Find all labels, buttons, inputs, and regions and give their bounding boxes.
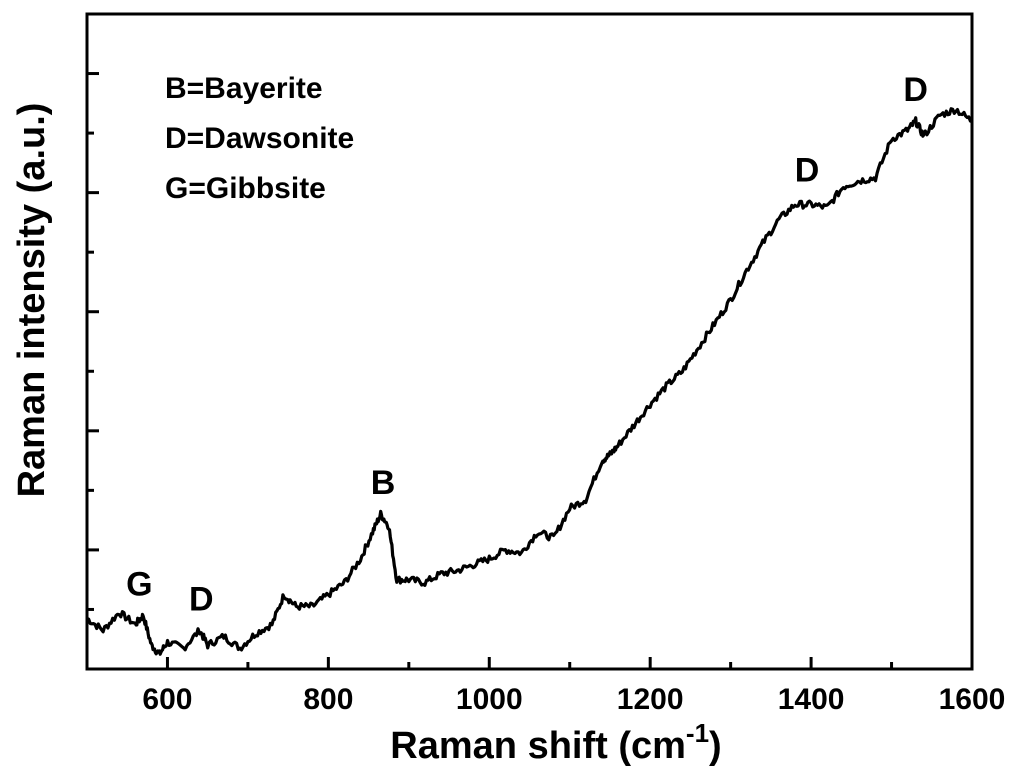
legend: B=Bayerite D=Dawsonite G=Gibbsite [165,72,354,205]
plot-frame [85,12,974,671]
x-tick-label: 1000 [456,683,523,716]
x-tick-label: 1600 [939,683,1006,716]
x-tick-label: 1200 [617,683,684,716]
legend-entry-gibbsite: G=Gibbsite [165,172,326,205]
x-tick-label: 600 [142,683,192,716]
x-tick-label: 1400 [778,683,845,716]
x-tick-label: 800 [303,683,353,716]
x-axis-title-superscript: -1 [686,718,709,748]
peak-label: B [371,464,396,502]
peak-label: D [795,152,820,190]
peak-label: D [903,71,928,109]
x-axis-title-close: ) [709,725,722,767]
x-axis-title-main: Raman shift (cm [390,725,686,767]
legend-entry-dawsonite: D=Dawsonite [165,122,354,155]
peak-label: D [189,580,214,618]
raman-spectrum-line [86,107,973,656]
peak-label: G [126,565,152,603]
legend-entry-bayerite: B=Bayerite [165,72,323,105]
x-axis-title: Raman shift (cm-1) [390,718,721,767]
y-axis-title: Raman intensity (a.u.) [11,103,53,498]
